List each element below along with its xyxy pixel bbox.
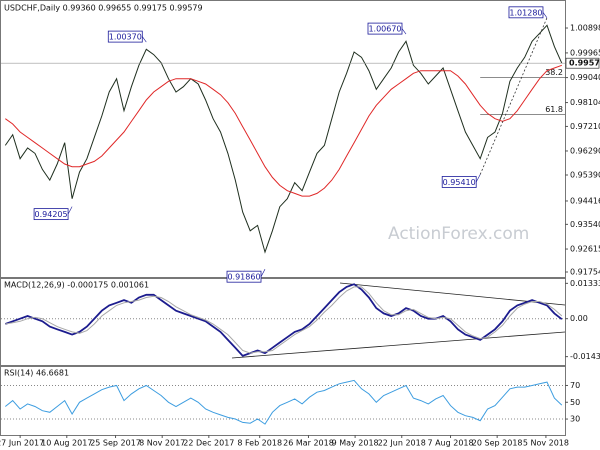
annotation-label: 1.00670: [368, 25, 401, 34]
macd-panel: [0, 278, 566, 366]
y-tick-label: 0.98104: [570, 98, 600, 107]
trend-line: [479, 17, 548, 175]
y-tick-label: -0.014323: [570, 352, 600, 361]
x-tick-label: 20 Sep 2018: [472, 439, 523, 448]
y-tick-label: 0.94416: [570, 196, 600, 205]
panel-header: MACD(12,26,9) -0.000175 0.001061: [4, 281, 149, 290]
annotation-box: [508, 6, 544, 19]
annotation-box: [226, 270, 262, 283]
rsi-panel: [0, 366, 566, 436]
y-tick-label: 0.93540: [570, 220, 600, 229]
y-tick-label: 1.00898: [570, 24, 600, 33]
annotation-label: 0.91860: [227, 273, 260, 282]
y-tick-label: 0.97210: [570, 122, 600, 131]
annotation-label: 1.00370: [109, 33, 142, 42]
y-tick-label: 70: [570, 381, 580, 390]
annotation-pointer: [260, 269, 266, 277]
annotation-label: 0.95410: [443, 178, 476, 187]
series-line: [4, 283, 563, 357]
x-tick-label: 7 Aug 2018: [427, 439, 473, 448]
annotation-pointer: [542, 12, 548, 18]
x-tick-label: 25 Sep 2017: [90, 439, 141, 448]
y-tick-label: 0.99040: [570, 73, 600, 82]
series-line: [5, 64, 562, 197]
annotation-label: 1.01280: [509, 8, 542, 17]
series-line: [5, 286, 563, 354]
panel-header: RSI(14) 46.6681: [4, 369, 69, 378]
y-tick-label: 0.96290: [570, 146, 600, 155]
x-tick-label: 26 Mar 2018: [283, 439, 334, 448]
annotation-pointer: [67, 206, 73, 215]
panel-header: USDCHF,Daily 0.99360 0.99655 0.99175 0.9…: [4, 4, 203, 13]
annotation-box: [107, 30, 143, 43]
x-tick-label: 5 Nov 2018: [523, 439, 569, 448]
annotation-box: [441, 176, 477, 188]
x-tick-label: 9 May 2018: [332, 439, 379, 448]
fib-label: 61.8: [545, 105, 563, 114]
x-tick-label: 22 Jun 2018: [378, 439, 426, 448]
annotation-box: [33, 208, 69, 221]
macd-trendline: [231, 331, 566, 359]
x-tick-label: 10 Aug 2017: [41, 439, 92, 448]
fib-label: 38.2: [545, 68, 563, 77]
annotation-box: [367, 22, 403, 35]
y-tick-label: 0.00: [570, 314, 588, 323]
y-tick-label: 0.95390: [570, 170, 600, 179]
series-line: [4, 24, 563, 254]
y-tick-label: 0.99965: [570, 48, 600, 57]
annotation-pointer: [401, 28, 407, 35]
current-price-label: 0.99579: [569, 59, 600, 68]
y-tick-label: 30: [570, 415, 580, 424]
current-price-box: [565, 57, 600, 69]
y-tick-label: 50: [570, 398, 580, 407]
x-tick-label: 27 Jun 2017: [0, 439, 44, 448]
annotation-pointer: [475, 174, 481, 183]
x-tick-label: 8 Feb 2018: [237, 439, 282, 448]
x-tick-label: 8 Nov 2017: [139, 439, 185, 448]
series-line: [4, 379, 563, 425]
y-tick-label: 0.013339: [570, 279, 600, 288]
watermark: ActionForex.com: [388, 224, 529, 244]
annotation-pointer: [142, 36, 147, 43]
x-tick-label: 22 Dec 2017: [183, 439, 234, 448]
price-panel: [0, 0, 566, 278]
annotation-label: 0.94205: [35, 210, 68, 219]
y-tick-label: 0.91754: [570, 268, 600, 277]
y-tick-label: 0.92615: [570, 245, 600, 254]
